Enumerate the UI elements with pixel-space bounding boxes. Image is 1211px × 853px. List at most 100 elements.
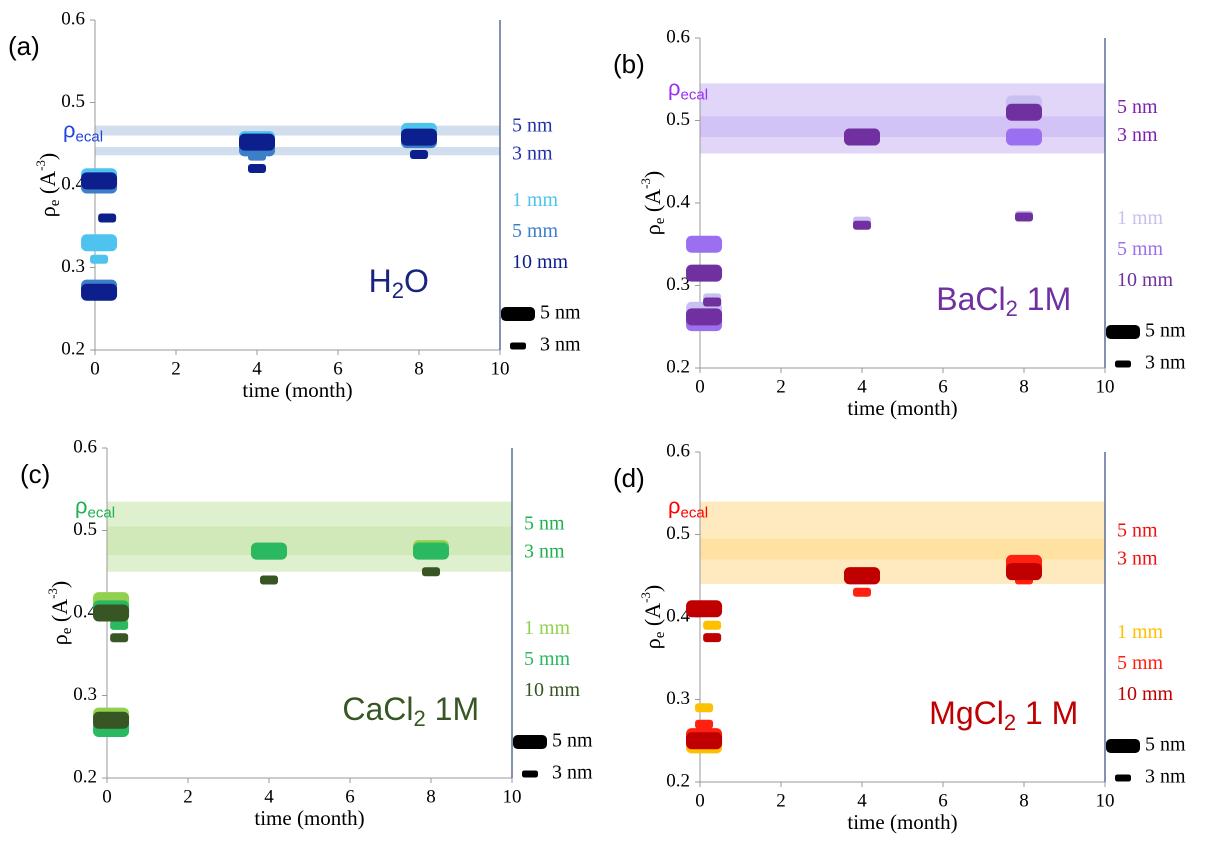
y-tick-label: 0.5 <box>73 519 97 540</box>
x-tick-label: 8 <box>426 786 436 807</box>
y-label-end: ) <box>47 581 72 588</box>
data-marker <box>1006 563 1042 581</box>
ecal-sub: ecal <box>76 129 104 146</box>
x-tick-label: 8 <box>414 358 424 379</box>
sample-label: MgCl2 1 M <box>929 695 1078 734</box>
band-label: 5 nm <box>1117 96 1158 118</box>
y-label-end: ) <box>35 153 60 160</box>
size-legend-label: 5 nm <box>540 302 581 324</box>
band-label: 5 nm <box>524 512 565 534</box>
data-marker <box>110 633 129 643</box>
data-marker <box>686 600 723 618</box>
band-label: 3 nm <box>524 540 565 562</box>
ecal-band <box>107 526 512 556</box>
x-tick-label: 2 <box>183 786 193 807</box>
size-legend-marker <box>1115 774 1131 782</box>
x-tick-label: 4 <box>252 358 262 379</box>
data-marker <box>844 128 880 146</box>
sample-end: 1M <box>426 691 479 727</box>
x-tick-label: 6 <box>333 358 343 379</box>
sample-end: 1M <box>1018 281 1071 317</box>
ecal-label: ρecal <box>75 493 115 521</box>
y-tick-label: 0.5 <box>666 109 690 130</box>
y-tick-label: 0.2 <box>73 766 97 787</box>
data-marker <box>90 254 109 264</box>
y-label-text: (A <box>640 189 665 218</box>
size-legend-marker <box>513 735 547 749</box>
sample-end: O <box>404 263 429 299</box>
size-legend-marker <box>1106 739 1140 753</box>
y-tick-label: 0.4 <box>73 601 97 622</box>
y-label-text: (A <box>47 599 72 628</box>
data-marker <box>81 172 118 190</box>
band-label: 3 nm <box>1117 547 1158 569</box>
data-marker <box>844 567 880 585</box>
band-label: 5 nm <box>1117 519 1158 541</box>
x-tick-label: 10 <box>503 786 522 807</box>
y-axis-label: ρe (A-3) <box>638 585 668 650</box>
ecal-symbol: ρ <box>75 493 88 518</box>
sample-sub: 2 <box>1004 710 1016 735</box>
data-marker <box>110 620 129 630</box>
data-marker <box>81 234 118 252</box>
y-axis-label: ρe (A-3) <box>45 581 75 646</box>
data-marker <box>1006 103 1042 121</box>
size-legend-label: 5 nm <box>1145 320 1186 342</box>
y-tick-label: 0.4 <box>666 605 690 626</box>
ecal-label: ρecal <box>63 117 103 145</box>
y-label-sup: -3 <box>638 592 653 603</box>
y-tick-label: 0.3 <box>73 684 97 705</box>
size-legend-marker <box>501 307 535 321</box>
legend-entry: 5 mm <box>524 648 571 670</box>
ecal-symbol: ρ <box>668 493 681 518</box>
ecal-band <box>95 125 500 136</box>
ecal-sub: ecal <box>681 504 709 521</box>
y-tick-label: 0.2 <box>666 356 690 377</box>
data-marker <box>93 711 130 729</box>
y-label-sub: e <box>47 199 63 206</box>
data-marker <box>1015 212 1033 222</box>
y-tick-label: 0.2 <box>666 770 690 791</box>
data-marker <box>81 283 118 301</box>
x-tick-label: 4 <box>857 376 867 397</box>
legend-entry: 1 mm <box>1117 207 1164 229</box>
data-marker <box>686 235 723 253</box>
ecal-sub: ecal <box>88 505 116 522</box>
size-legend-label: 3 nm <box>540 334 581 356</box>
data-marker <box>410 149 428 159</box>
data-marker <box>686 732 723 750</box>
size-legend-label: 3 nm <box>552 762 593 784</box>
ecal-label: ρecal <box>668 493 708 521</box>
sample-text: H <box>369 263 392 299</box>
y-tick-label: 0.5 <box>61 91 85 112</box>
x-tick-label: 0 <box>102 786 112 807</box>
data-marker <box>695 703 714 713</box>
x-tick-label: 10 <box>1096 376 1115 397</box>
legend-entry: 5 mm <box>1117 238 1164 260</box>
x-tick-label: 6 <box>938 790 948 811</box>
ecal-sub: ecal <box>681 86 709 103</box>
y-tick-label: 0.5 <box>666 523 690 544</box>
legend-entry: 5 mm <box>512 220 559 242</box>
y-axis-label: ρe (A-3) <box>33 153 63 218</box>
y-tick-label: 0.3 <box>61 256 85 277</box>
sample-label: BaCl2 1M <box>936 281 1071 320</box>
sample-text: MgCl <box>929 695 1004 731</box>
sample-label: H2O <box>369 263 429 302</box>
panel-label: (a) <box>8 31 40 61</box>
y-label-text: (A <box>35 171 60 200</box>
data-marker <box>703 633 722 643</box>
sample-label: CaCl2 1M <box>342 691 479 730</box>
ecal-band <box>95 147 500 156</box>
size-legend-label: 5 nm <box>1145 734 1186 756</box>
size-legend-marker <box>522 770 538 778</box>
data-marker <box>251 542 287 560</box>
y-axis-label: ρe (A-3) <box>638 171 668 236</box>
x-tick-label: 6 <box>938 376 948 397</box>
x-tick-label: 2 <box>776 790 786 811</box>
band-label: 3 nm <box>1117 124 1158 146</box>
